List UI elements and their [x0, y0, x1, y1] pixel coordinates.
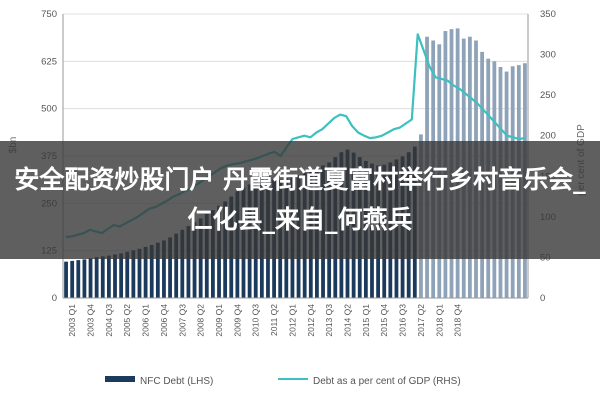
- bar: [155, 242, 160, 298]
- watermark-banner: 安全配资炒股门户 丹霞街道夏富村举行乡村音乐会_仁化县_来自_何燕兵: [0, 141, 600, 259]
- x-axis-ticks: 2003 Q1 2003 Q4 2004 Q3 2005 Q2 2006 Q1 2006 …: [67, 304, 462, 337]
- x-tick-label: 2015 Q1: [361, 304, 371, 337]
- x-tick-label: 2006 Q1: [141, 304, 151, 337]
- right-tick-label: 350: [540, 9, 556, 20]
- bar: [137, 248, 142, 298]
- bar: [113, 254, 117, 298]
- x-tick-label: 2015 Q4: [379, 304, 389, 337]
- bar: [100, 256, 105, 298]
- bar: [94, 257, 99, 298]
- x-tick-label: 2009 Q1: [214, 304, 224, 337]
- bar: [82, 259, 87, 298]
- bar: [168, 237, 172, 298]
- x-tick-label: 2003 Q4: [86, 304, 96, 337]
- bar: [106, 255, 111, 298]
- bar: [192, 222, 197, 298]
- x-tick-label: 2009 Q4: [232, 304, 242, 337]
- x-tick-label: 2006 Q4: [159, 304, 169, 337]
- x-tick-label: 2011 Q2: [269, 304, 279, 336]
- legend-swatch-nfc-debt: [105, 376, 135, 382]
- x-tick-label: 2004 Q3: [104, 304, 114, 337]
- x-tick-label: 2018 Q1: [434, 304, 444, 337]
- x-tick-label: 2013 Q3: [324, 304, 334, 337]
- left-tick-label: 500: [41, 104, 57, 115]
- left-tick-label: 750: [41, 9, 57, 20]
- bar: [143, 246, 148, 298]
- x-tick-label: 2012 Q1: [287, 304, 297, 337]
- x-tick-label: 2007 Q3: [177, 304, 187, 337]
- right-tick-label: 0: [540, 293, 545, 304]
- bar: [88, 258, 93, 298]
- x-tick-label: 2016 Q3: [398, 304, 408, 337]
- x-tick-label: 2012 Q4: [306, 304, 316, 337]
- bar: [131, 250, 136, 298]
- x-tick-label: 2014 Q2: [343, 304, 353, 337]
- bar: [119, 253, 124, 298]
- bar: [180, 229, 185, 298]
- x-tick-label: 2005 Q2: [122, 304, 132, 337]
- bar: [186, 226, 191, 298]
- x-tick-label: 2008 Q2: [196, 304, 206, 337]
- bar: [149, 244, 154, 298]
- bar: [76, 260, 81, 298]
- legend-label-debt-gdp: Debt as a per cent of GDP (RHS): [313, 376, 461, 387]
- x-tick-label: 2010 Q3: [251, 304, 261, 337]
- legend-label-nfc-debt: NFC Debt (LHS): [140, 376, 213, 387]
- x-tick-label: 2018 Q4: [453, 304, 463, 337]
- banner-text: 安全配资炒股门户 丹霞街道夏富村举行乡村音乐会_仁化县_来自_何燕兵: [14, 165, 586, 234]
- bar: [162, 240, 166, 298]
- left-tick-label: 625: [41, 56, 57, 67]
- left-tick-label: 0: [52, 293, 57, 304]
- x-tick-label: 2003 Q1: [67, 304, 77, 337]
- x-tick-label: 2017 Q2: [416, 304, 426, 337]
- right-tick-label: 300: [540, 50, 556, 61]
- right-tick-label: 200: [540, 131, 556, 142]
- bar: [64, 261, 68, 298]
- bar: [125, 251, 130, 298]
- bar: [70, 260, 75, 298]
- legend: NFC Debt (LHS) Debt as a per cent of GDP…: [105, 376, 461, 387]
- bar: [174, 233, 179, 298]
- right-tick-label: 250: [540, 90, 556, 101]
